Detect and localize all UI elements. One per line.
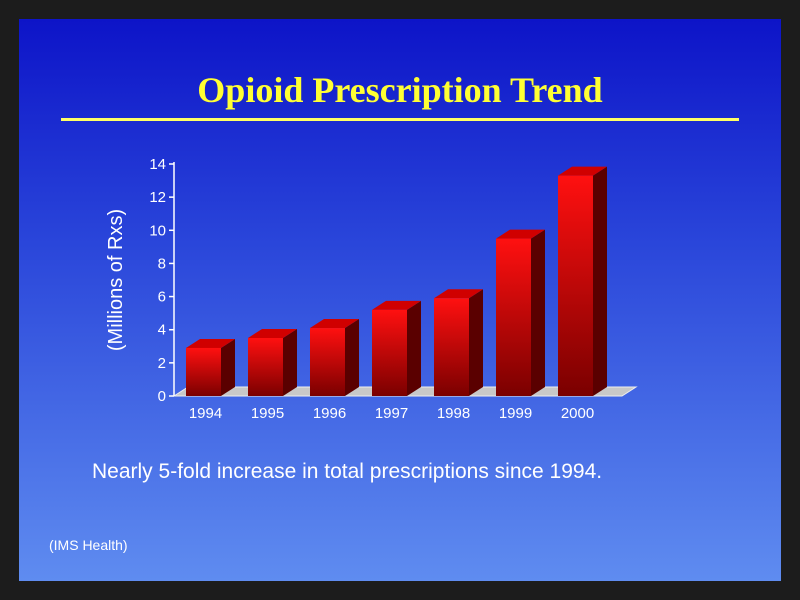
bar-side: [283, 329, 297, 396]
bar: [372, 309, 407, 396]
x-tick-label: 1994: [189, 405, 222, 422]
x-tick-label: 2000: [561, 405, 594, 422]
bar: [496, 238, 531, 396]
y-tick-label: 14: [149, 156, 166, 173]
title-underline: [61, 118, 739, 121]
bar-top: [558, 166, 607, 176]
x-tick-label: 1997: [375, 405, 408, 422]
y-tick-label: 2: [158, 355, 166, 372]
bar-side: [531, 229, 545, 396]
bar: [558, 175, 593, 396]
bar-top: [434, 289, 483, 299]
y-tick-label: 0: [158, 388, 166, 405]
y-axis-title: (Millions of Rxs): [105, 209, 127, 351]
x-tick-label: 1996: [313, 405, 346, 422]
bar-top: [310, 319, 359, 329]
bar-side: [345, 319, 359, 396]
bar-side: [469, 289, 483, 396]
bar-side: [221, 338, 235, 396]
x-tick-label: 1999: [499, 405, 532, 422]
bar: [434, 298, 469, 396]
slide-caption: Nearly 5-fold increase in total prescrip…: [92, 460, 603, 483]
bar-side: [407, 300, 421, 396]
bar-chart: 0 2 4 6 8 10 12 14 (Millions of Rxs) 1994 1995 1996…: [105, 156, 638, 422]
bar-top: [186, 338, 235, 348]
bar-top: [248, 329, 297, 338]
x-tick-label: 1995: [251, 405, 284, 422]
y-tick-label: 8: [158, 255, 166, 272]
bar-top: [372, 300, 421, 310]
bar: [186, 347, 221, 396]
y-tick-label: 12: [149, 189, 166, 206]
source-citation: (IMS Health): [49, 537, 128, 553]
y-tick-label: 4: [158, 322, 166, 339]
y-tick-label: 10: [149, 222, 166, 239]
bar-side: [593, 166, 607, 396]
x-tick-label: 1998: [437, 405, 470, 422]
slide-title: Opioid Prescription Trend: [197, 70, 603, 110]
bar-top: [496, 229, 545, 239]
bar: [310, 328, 345, 396]
slide: Opioid Prescription Trend 0 2 4 6 8 10 12 14 (Mi…: [19, 19, 781, 581]
y-tick-label: 6: [158, 289, 166, 306]
bar: [248, 338, 283, 396]
